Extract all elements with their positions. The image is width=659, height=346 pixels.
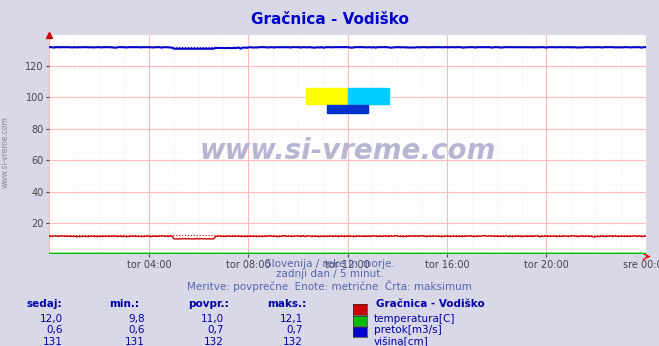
Text: 132: 132 xyxy=(283,337,303,346)
Text: 12,0: 12,0 xyxy=(40,314,63,324)
Text: 0,6: 0,6 xyxy=(46,325,63,335)
Text: 131: 131 xyxy=(43,337,63,346)
Text: 12,1: 12,1 xyxy=(280,314,303,324)
Text: Gračnica - Vodiško: Gračnica - Vodiško xyxy=(376,299,484,309)
Text: 9,8: 9,8 xyxy=(129,314,145,324)
Text: 0,7: 0,7 xyxy=(287,325,303,335)
Text: višina[cm]: višina[cm] xyxy=(374,337,428,346)
Text: Meritve: povprečne  Enote: metrične  Črta: maksimum: Meritve: povprečne Enote: metrične Črta:… xyxy=(187,280,472,292)
Text: temperatura[C]: temperatura[C] xyxy=(374,314,455,324)
Text: povpr.:: povpr.: xyxy=(188,299,229,309)
Text: 132: 132 xyxy=(204,337,224,346)
Text: min.:: min.: xyxy=(109,299,139,309)
Text: 131: 131 xyxy=(125,337,145,346)
Text: www.si-vreme.com: www.si-vreme.com xyxy=(1,116,10,188)
Bar xyxy=(348,89,389,104)
Text: sedaj:: sedaj: xyxy=(26,299,62,309)
Bar xyxy=(327,105,368,113)
Text: pretok[m3/s]: pretok[m3/s] xyxy=(374,325,442,335)
Bar xyxy=(306,89,348,104)
Text: www.si-vreme.com: www.si-vreme.com xyxy=(200,137,496,165)
Text: Slovenija / reke in morje.: Slovenija / reke in morje. xyxy=(264,259,395,269)
Text: 0,6: 0,6 xyxy=(129,325,145,335)
Text: maks.:: maks.: xyxy=(267,299,306,309)
Text: zadnji dan / 5 minut.: zadnji dan / 5 minut. xyxy=(275,269,384,279)
Text: Gračnica - Vodiško: Gračnica - Vodiško xyxy=(250,12,409,27)
Text: 0,7: 0,7 xyxy=(208,325,224,335)
Text: 11,0: 11,0 xyxy=(201,314,224,324)
